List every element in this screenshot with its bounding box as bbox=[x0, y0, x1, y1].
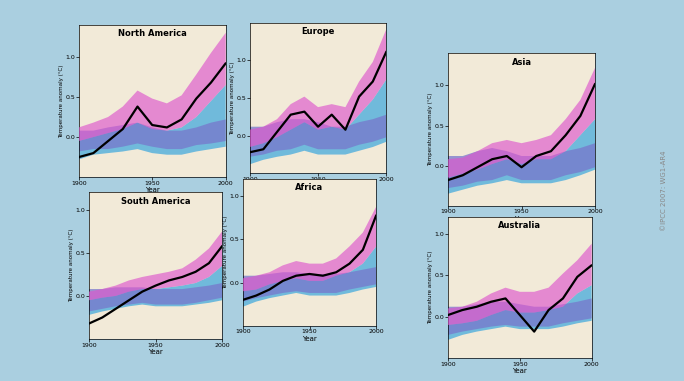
X-axis label: Year: Year bbox=[514, 216, 529, 222]
Text: South America: South America bbox=[121, 197, 190, 206]
Text: Africa: Africa bbox=[295, 184, 324, 192]
Y-axis label: Temperature anomaly (°C): Temperature anomaly (°C) bbox=[59, 64, 64, 138]
X-axis label: Year: Year bbox=[302, 336, 317, 342]
Text: ©IPCC 2007: WG1-AR4: ©IPCC 2007: WG1-AR4 bbox=[661, 150, 667, 231]
Y-axis label: Temperature anomaly (°C): Temperature anomaly (°C) bbox=[428, 93, 434, 166]
X-axis label: Year: Year bbox=[148, 349, 163, 355]
X-axis label: Year: Year bbox=[145, 187, 159, 193]
Text: Europe: Europe bbox=[302, 27, 334, 36]
Text: Asia: Asia bbox=[512, 58, 531, 67]
Y-axis label: Temperature anomaly (°C): Temperature anomaly (°C) bbox=[428, 251, 434, 324]
Y-axis label: Temperature anomaly (°C): Temperature anomaly (°C) bbox=[223, 216, 228, 289]
Y-axis label: Temperature anomaly (°C): Temperature anomaly (°C) bbox=[69, 229, 75, 303]
Text: Australia: Australia bbox=[499, 221, 541, 231]
Text: North America: North America bbox=[118, 29, 187, 38]
Y-axis label: Temperature anomaly (°C): Temperature anomaly (°C) bbox=[230, 61, 235, 135]
X-axis label: Year: Year bbox=[512, 368, 527, 374]
X-axis label: Year: Year bbox=[311, 183, 326, 189]
